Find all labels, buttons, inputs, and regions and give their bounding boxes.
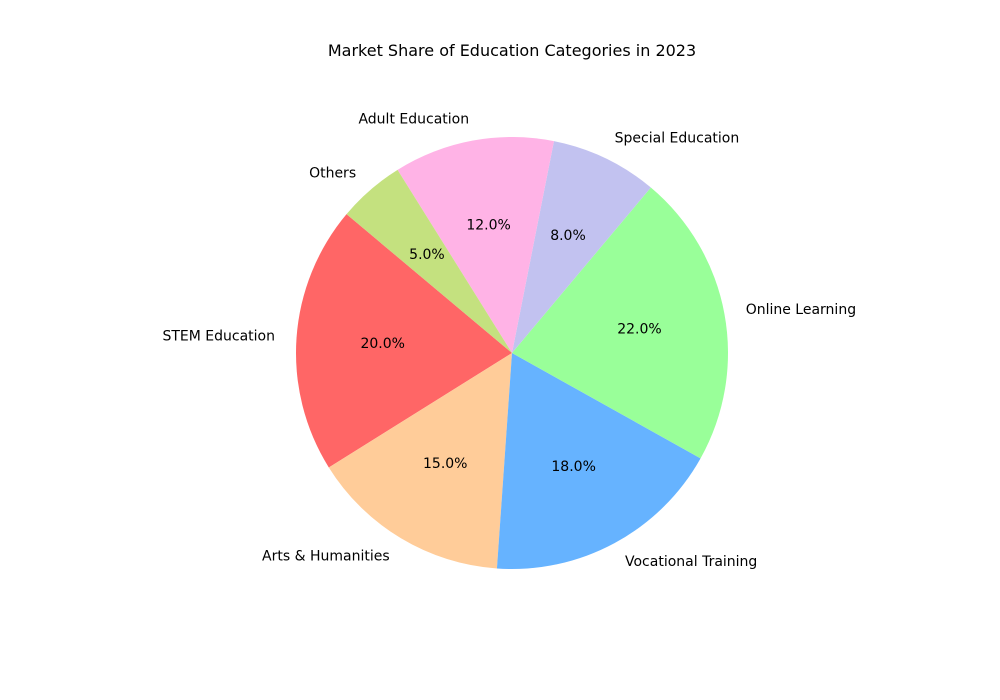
slice-percent-adult-education: 12.0%	[466, 218, 510, 234]
slice-percent-special-education: 8.0%	[550, 228, 586, 244]
slice-label-online-learning: Online Learning	[746, 302, 856, 318]
pie-slice-online-learning	[512, 187, 728, 459]
slice-percent-stem-education: 20.0%	[360, 336, 404, 352]
pie-slice-special-education	[512, 141, 651, 353]
pie-slice-stem-education	[296, 214, 512, 468]
slice-label-adult-education: Adult Education	[358, 111, 469, 127]
pie-slice-arts-and-humanities	[328, 353, 512, 569]
chart-title: Market Share of Education Categories in …	[328, 41, 696, 60]
pie-slice-vocational-training	[496, 353, 701, 569]
pie-slice-adult-education	[397, 137, 554, 353]
slice-percent-online-learning: 22.0%	[617, 322, 661, 338]
pie-slice-others	[346, 169, 512, 353]
slice-label-arts-and-humanities: Arts & Humanities	[262, 549, 390, 565]
slice-percent-others: 5.0%	[409, 247, 445, 263]
slice-label-special-education: Special Education	[615, 131, 740, 147]
pie-labels: STEM Education 20.0% Arts & Humanities 15.0…	[162, 111, 856, 570]
slice-percent-vocational-training: 18.0%	[551, 459, 595, 475]
slice-label-vocational-training: Vocational Training	[625, 554, 757, 570]
slice-label-others: Others	[309, 166, 356, 182]
slice-label-stem-education: STEM Education	[162, 328, 275, 344]
slice-percent-arts-and-humanities: 15.0%	[423, 456, 467, 472]
pie-slices	[296, 137, 728, 569]
